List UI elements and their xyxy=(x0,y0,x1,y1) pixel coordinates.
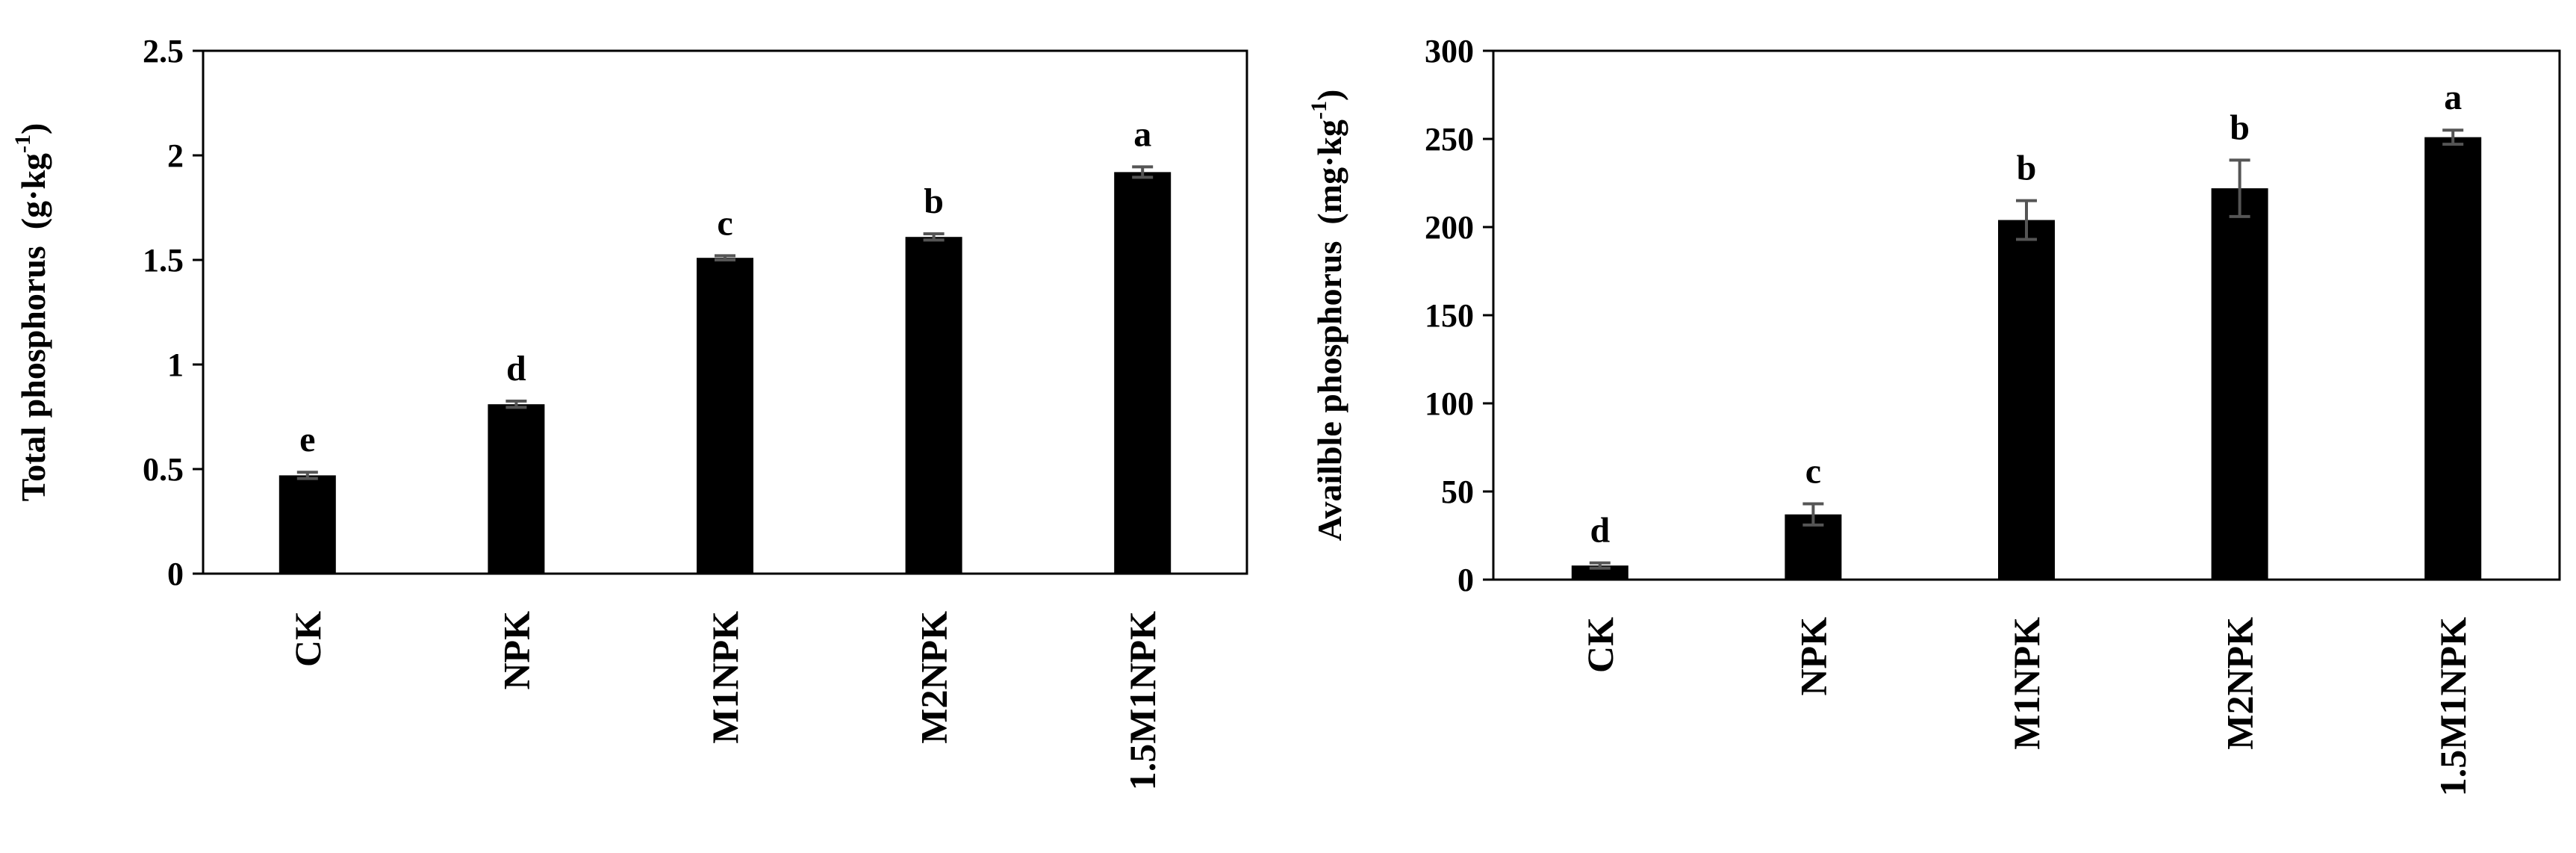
y-tick-label: 300 xyxy=(1425,33,1474,69)
category-label: M2NPK xyxy=(2219,617,2261,750)
category-label: M2NPK xyxy=(913,611,955,744)
y-tick-label: 1 xyxy=(167,347,184,383)
y-axis-title-main: Availble phosphorus xyxy=(1310,241,1348,542)
significance-letter: c xyxy=(717,203,732,243)
significance-letter: b xyxy=(2017,149,2037,188)
y-axis-title-unit: (mg·kg xyxy=(1310,120,1348,225)
category-label: 1.5M1NPK xyxy=(1121,611,1163,790)
chart-total-phosphorus: 0 0.5 1 1.5 2 2.5 Total phosphorus (g·kg-1) e CK d… xyxy=(10,33,1248,790)
category-label: 1.5M1NPK xyxy=(2432,617,2474,796)
category-label: NPK xyxy=(1792,617,1834,696)
bar-m1npk xyxy=(697,258,753,574)
y-tick-label: 100 xyxy=(1425,385,1474,422)
significance-letter: e xyxy=(299,420,315,459)
y-axis-title-unit: (g·kg xyxy=(14,153,52,229)
category-label: NPK xyxy=(495,611,537,690)
y-tick-label: 1.5 xyxy=(143,242,184,279)
y-axis-title: Total phosphorus (g·kg-1) xyxy=(10,123,52,502)
significance-letter: a xyxy=(1133,114,1151,154)
significance-letter: d xyxy=(506,349,526,388)
y-axis-title-sup: -1 xyxy=(1307,101,1331,120)
y-axis-title-close: ) xyxy=(14,123,52,134)
bar-m2npk xyxy=(905,237,962,574)
y-tick-label: 0.5 xyxy=(143,451,184,488)
significance-letter: d xyxy=(1590,511,1610,550)
y-tick-label: 150 xyxy=(1425,297,1474,334)
y-axis-title-sup: -1 xyxy=(10,134,35,153)
category-label: M1NPK xyxy=(2006,617,2047,750)
y-tick-label: 0 xyxy=(1457,562,1474,598)
significance-letter: b xyxy=(2230,108,2250,147)
bar-npk xyxy=(488,404,545,574)
category-label: M1NPK xyxy=(704,611,746,744)
y-axis-title: Availble phosphorus (mg·kg-1) xyxy=(1307,90,1348,542)
significance-letter: a xyxy=(2444,78,2462,117)
category-label: CK xyxy=(287,611,329,667)
y-axis-title-main: Total phosphorus xyxy=(14,246,52,501)
bar-m2npk xyxy=(2211,188,2268,580)
y-tick-label: 50 xyxy=(1441,474,1474,510)
bar-m1npk xyxy=(1998,220,2055,580)
significance-letter: c xyxy=(1805,452,1821,491)
significance-letter: b xyxy=(924,182,944,221)
bar-ck xyxy=(1571,565,1628,580)
category-label: CK xyxy=(1579,617,1621,673)
chart-available-phosphorus: 0 50 100 150 200 250 300 Availble phosphorus (mg… xyxy=(1307,33,2561,796)
bar-ck xyxy=(279,475,336,574)
bar-1-5m1npk xyxy=(1114,172,1172,574)
y-axis-title-close: ) xyxy=(1310,90,1348,101)
bar-1-5m1npk xyxy=(2424,137,2482,580)
y-tick-label: 2.5 xyxy=(143,33,184,69)
y-tick-label: 250 xyxy=(1425,121,1474,158)
y-tick-label: 200 xyxy=(1425,209,1474,246)
y-tick-label: 0 xyxy=(167,556,184,592)
y-tick-label: 2 xyxy=(167,137,184,174)
